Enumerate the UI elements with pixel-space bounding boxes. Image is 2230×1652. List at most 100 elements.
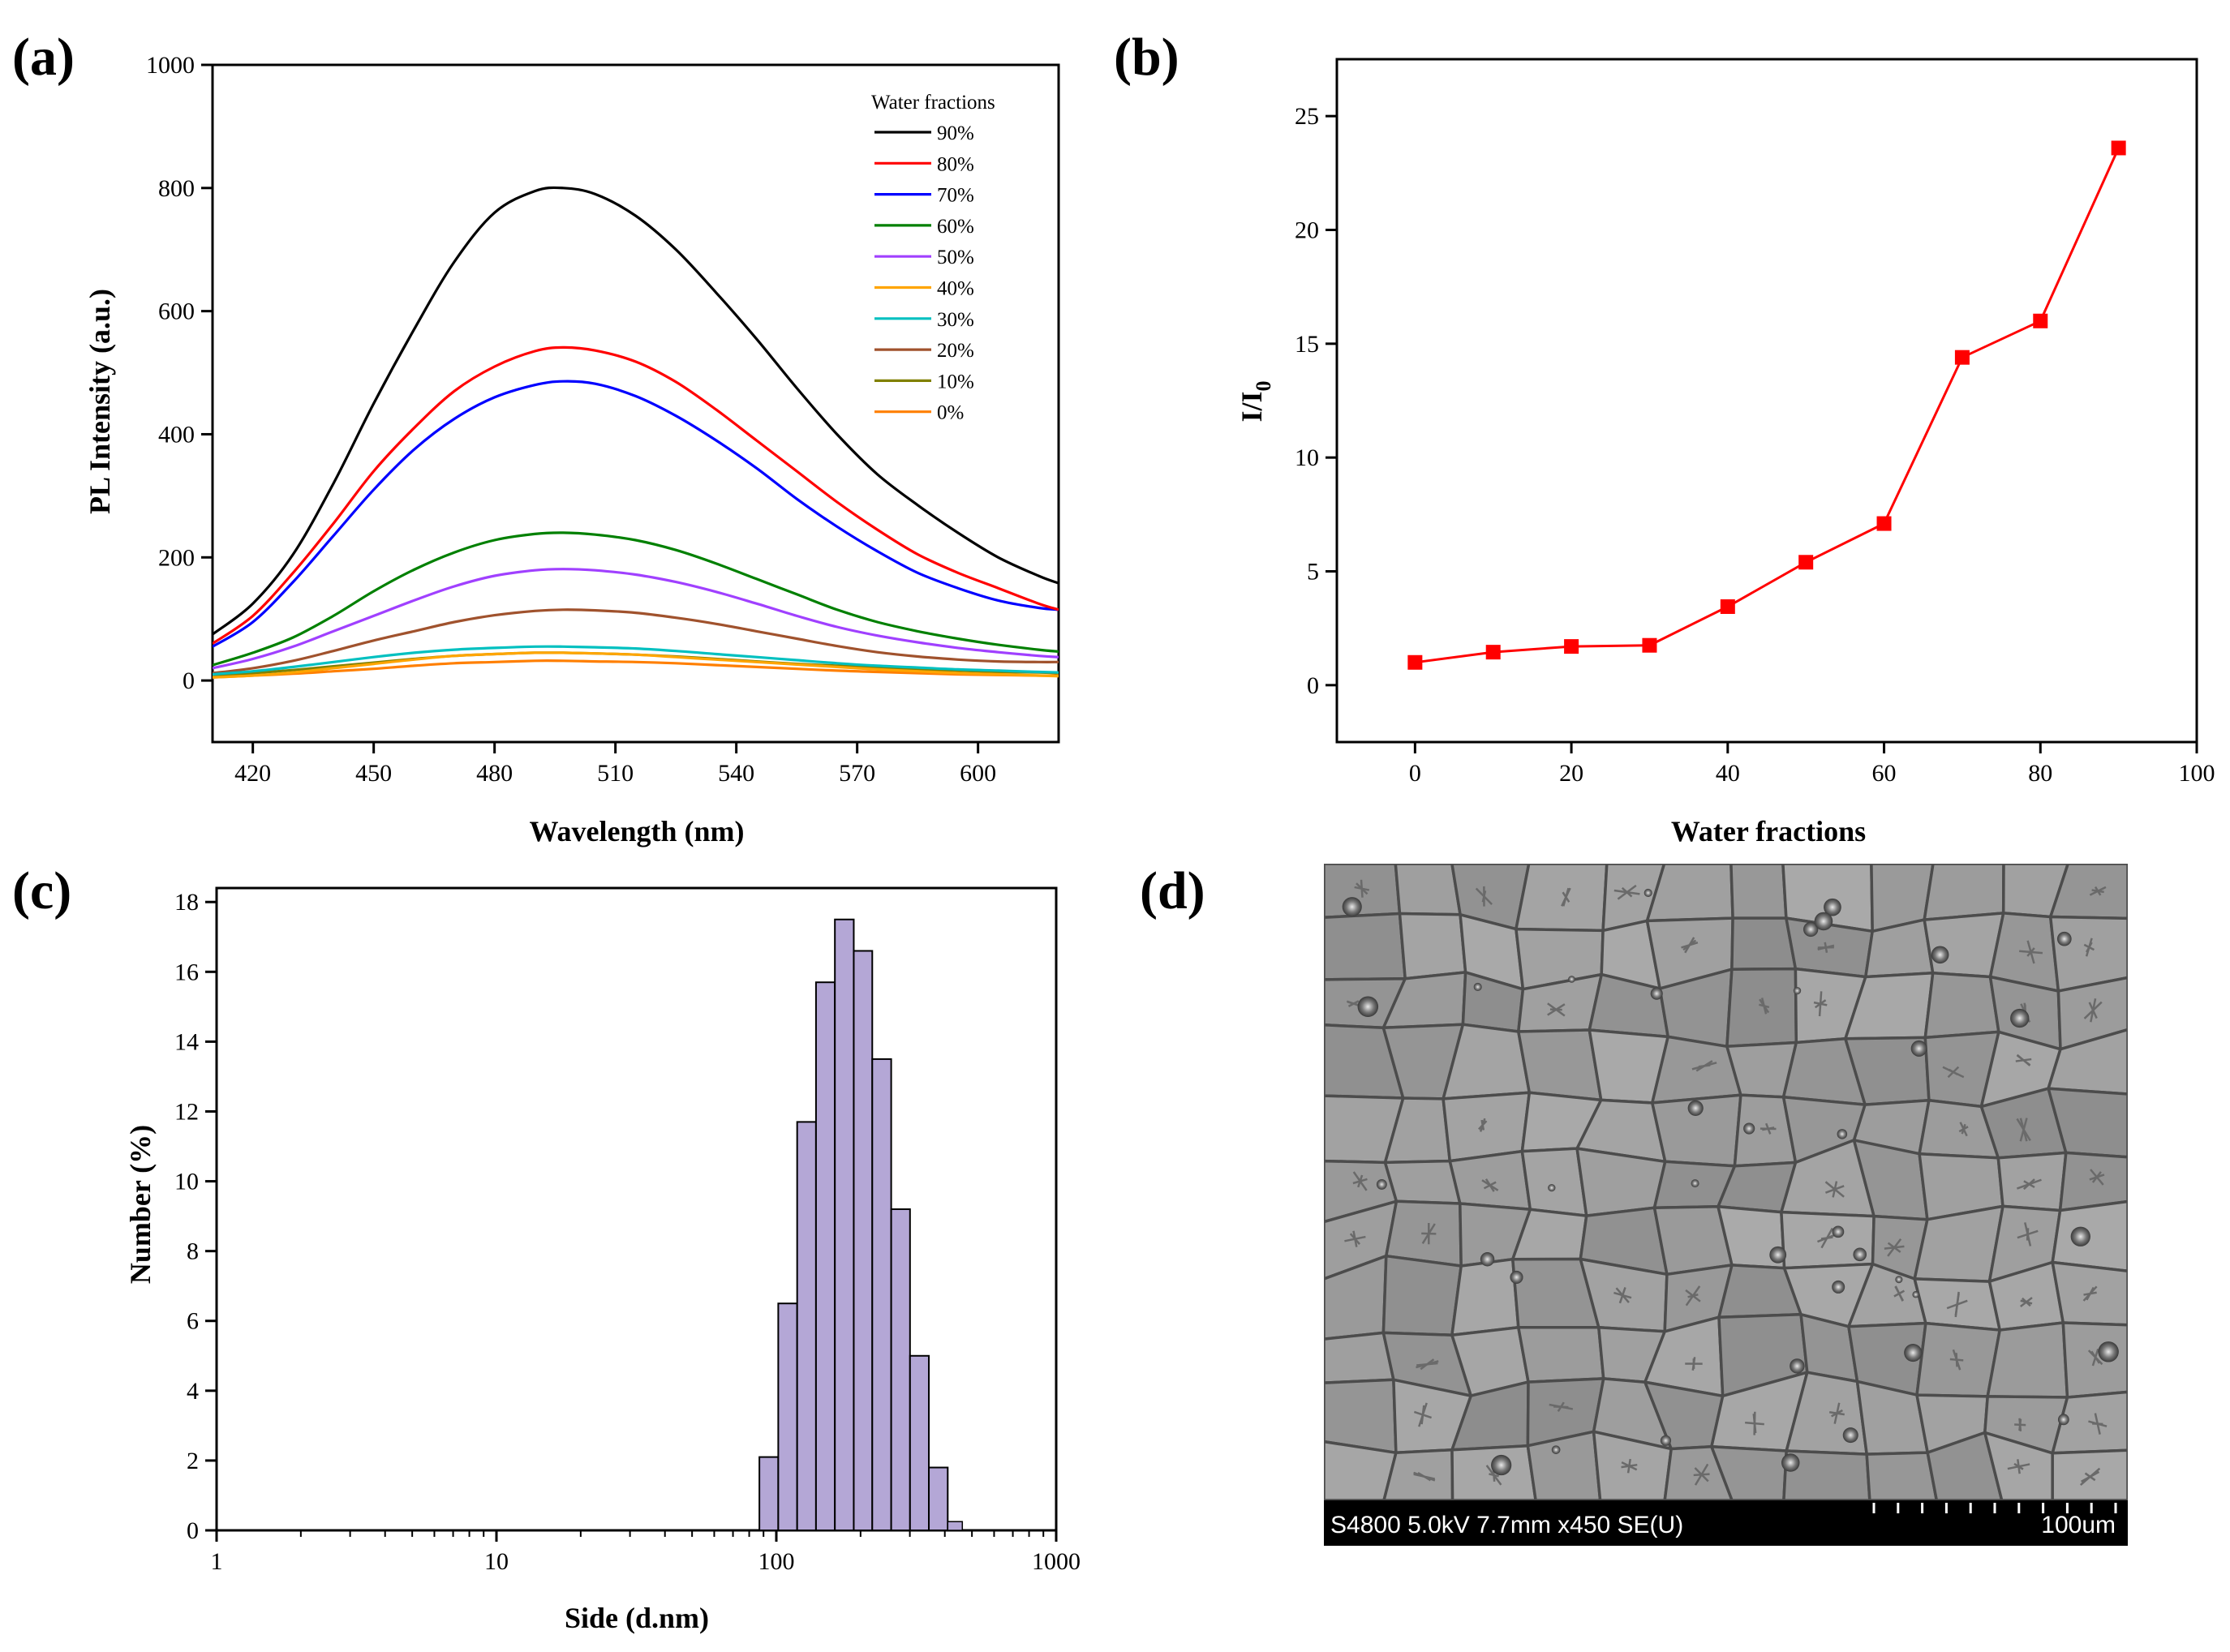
sem-texture (1324, 864, 2128, 1500)
sem-dendrite (2018, 1418, 2022, 1431)
sem-particle (1895, 1276, 1903, 1284)
sem-particle (1687, 1100, 1704, 1116)
panel-a: (a) 420 450 480 510 540 570 600 0 200 400 600 800 1… (12, 28, 1060, 847)
sem-dendrite (1681, 942, 1699, 949)
sem-dendrite (2026, 940, 2035, 964)
panel-c-plot-area (758, 918, 964, 1532)
sem-particle (1473, 982, 1482, 992)
panel-c-frame (215, 886, 1058, 1532)
sem-dendrite (1481, 1179, 1499, 1191)
sem-particle (1832, 1225, 1845, 1238)
sem-grain (1730, 916, 1798, 971)
panel-a-y-axis: 0 200 400 600 800 1000 (146, 52, 213, 694)
histogram-bar (834, 918, 855, 1531)
histogram-bar (909, 1354, 930, 1531)
histogram-bar (928, 1466, 949, 1531)
sem-grain (1394, 864, 1462, 916)
sem-grain (1381, 1254, 1463, 1337)
x-tick-label: 20 (1559, 760, 1583, 787)
panel-b-y-axis: 0 5 10 15 20 25 (1295, 103, 1337, 699)
panel-b-x-axis: 0 20 40 60 80 100 (1409, 742, 2215, 787)
sem-grain (1383, 1159, 1462, 1205)
sem-dendrite (1347, 1000, 1360, 1007)
y-tick-label: 200 (158, 544, 195, 571)
sem-particle (1769, 1246, 1787, 1264)
y-tick-label: 0 (187, 1517, 199, 1544)
panel-d-label: (d) (1140, 861, 1205, 920)
sem-dendrite (2016, 1054, 2031, 1066)
sem-scale-bar (1872, 1503, 2117, 1513)
sem-particle (1793, 986, 1802, 995)
legend-label: 40% (937, 278, 974, 300)
sem-dendrite (1947, 1066, 1960, 1079)
histogram-bar (871, 1058, 892, 1532)
y-tick-label: 16 (174, 959, 199, 985)
y-tick-label: 20 (1295, 217, 1319, 244)
sem-particle (1853, 1247, 1867, 1262)
sem-particle (1931, 946, 1949, 964)
sem-dendrite (1344, 1235, 1366, 1242)
x-tick-label: 60 (1872, 760, 1897, 787)
sem-dendrite (1833, 1402, 1841, 1424)
sem-particle (2010, 1008, 2030, 1028)
y-tick-label: 25 (1295, 103, 1319, 130)
sem-grain (1986, 1321, 2069, 1399)
histogram-bar (777, 1302, 798, 1532)
y-tick-label: 0 (183, 667, 195, 694)
panel-b-y-label-sub: 0 (1252, 380, 1275, 391)
sem-particle (1842, 1427, 1858, 1444)
sem-dendrite (2090, 1169, 2104, 1186)
sem-grain (1923, 864, 2005, 921)
panel-a-y-label: PL Intensity (a.u.) (84, 289, 116, 514)
series-line-60% (213, 531, 1059, 667)
legend-label: 80% (937, 153, 974, 175)
sem-particle (1342, 897, 1362, 917)
histogram-bar-tail (947, 1521, 964, 1531)
panel-c-y-axis: 0 2 4 6 8 10 12 14 16 18 (174, 889, 217, 1544)
y-tick-label: 8 (187, 1238, 199, 1265)
sem-dendrite (2023, 1180, 2035, 1189)
legend-title: Water fractions (871, 92, 995, 114)
sem-particle (1480, 1252, 1495, 1267)
sem-dendrite (1817, 1233, 1837, 1243)
legend-label: 70% (937, 185, 974, 207)
sem-dendrite (1357, 1174, 1364, 1188)
legend-label: 50% (937, 247, 974, 268)
sem-particle (1837, 1129, 1848, 1139)
x-tick-label: 40 (1716, 760, 1740, 787)
sem-dendrite (1887, 1242, 1901, 1253)
x-tick-label: 600 (960, 760, 996, 787)
y-tick-label: 6 (187, 1308, 199, 1335)
y-tick-label: 15 (1295, 331, 1319, 358)
panel-b-x-label: Water fractions (1671, 815, 1866, 847)
sem-dendrite (1621, 1461, 1638, 1471)
series-line-80% (213, 345, 1059, 645)
sem-dendrite (1698, 1064, 1711, 1068)
x-tick-label: 540 (718, 760, 754, 787)
sem-grain (1926, 1431, 2004, 1500)
sem-dendrite (1759, 1003, 1770, 1009)
sem-info-text: S4800 5.0kV 7.7mm x450 SE(U) (1330, 1512, 1683, 1538)
sem-grain (1517, 1028, 1603, 1102)
panel-b-frame (1335, 58, 2198, 744)
sem-grain (1729, 864, 1788, 920)
sem-particle (1376, 1178, 1387, 1190)
data-point (2033, 313, 2048, 328)
sem-grain (2047, 1087, 2128, 1159)
sem-dendrite (1481, 890, 1487, 903)
sem-particle (1904, 1343, 1923, 1362)
x-tick-label: 0 (1409, 760, 1421, 787)
sem-grain (1575, 1147, 1667, 1217)
y-tick-label: 18 (174, 889, 199, 916)
y-tick-label: 0 (1307, 672, 1319, 699)
sem-dendrite (1354, 886, 1370, 891)
data-point (1485, 645, 1501, 660)
panel-c-x-label: Side (d.nm) (565, 1602, 709, 1634)
data-point (1642, 637, 1657, 653)
legend-label: 10% (937, 371, 974, 393)
sem-grain (1324, 1378, 1398, 1455)
sem-dendrite (2020, 1297, 2033, 1307)
panel-a-x-axis: 420 450 480 510 540 570 600 (234, 742, 996, 787)
sem-particle (1491, 1454, 1512, 1476)
data-point (1798, 555, 1814, 570)
